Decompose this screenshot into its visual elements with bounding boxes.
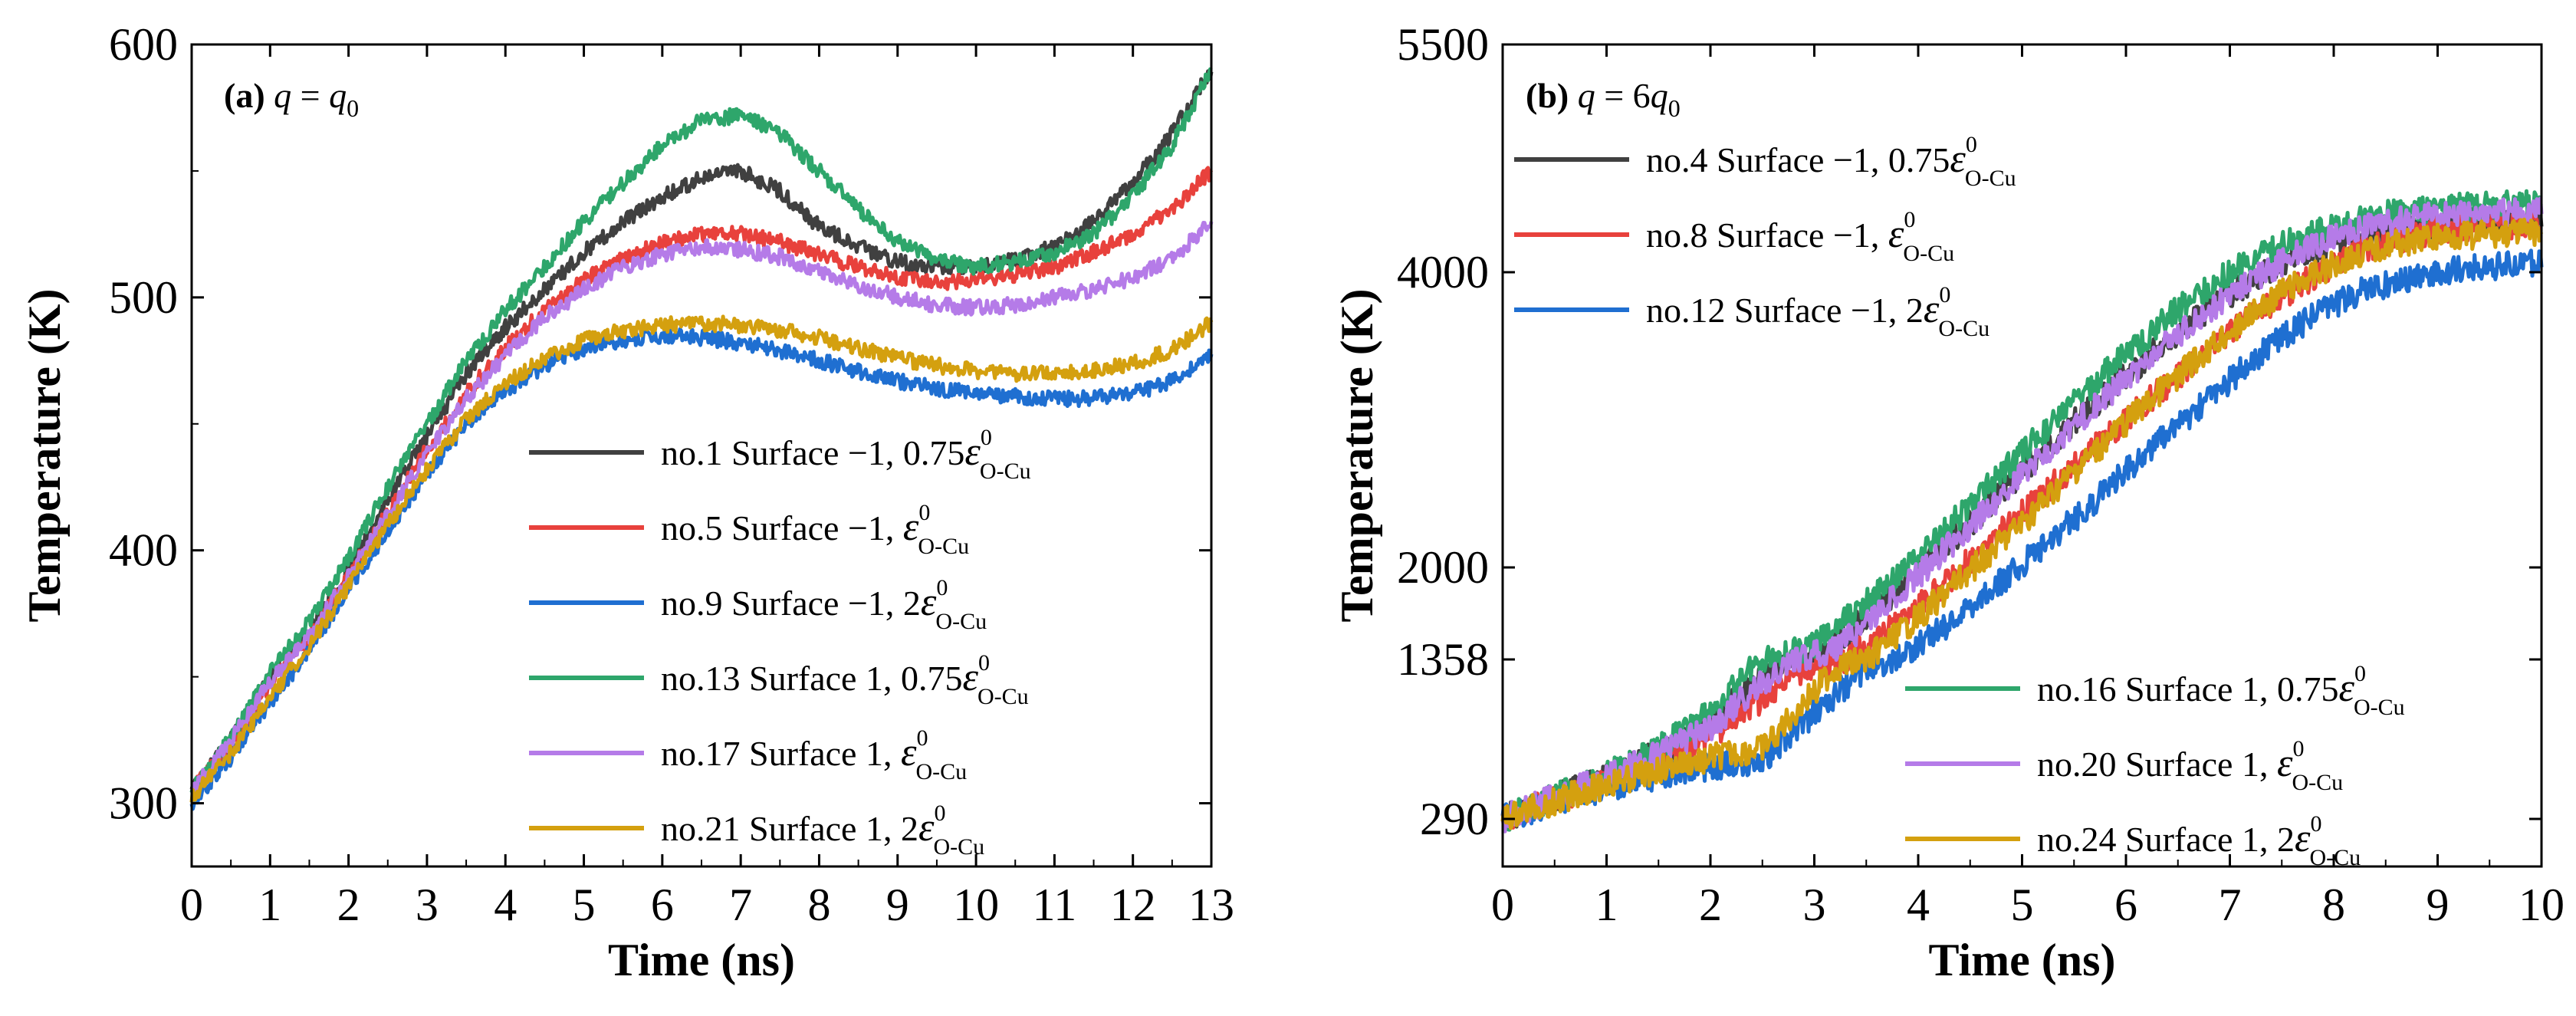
legend-label: no.24 Surface 1, 2ε0 O-Cu	[2037, 811, 2361, 870]
series-line-no1	[189, 69, 1214, 790]
x-tick-label: 0	[1491, 880, 1514, 930]
legend-item-no12: no.12 Surface −1, 2ε0 O-Cu	[1514, 282, 1990, 341]
x-axis-label: Time (ns)	[1929, 935, 2116, 985]
legend-label: no.20 Surface 1, ε0 O-Cu	[2037, 736, 2343, 795]
x-tick-label: 8	[807, 880, 830, 930]
legend-item-no8: no.8 Surface −1, ε0 O-Cu	[1514, 207, 1954, 266]
chart-panel-b: 0 1 2 3 4 5 6 7 8 9 10 290 1358 2000 4000 5500 Time (ns)…	[1332, 19, 2564, 985]
y-tick-label: 290	[1420, 794, 1489, 844]
series-line-no24	[1500, 217, 2544, 830]
y-tick-label: 600	[109, 19, 178, 70]
legend-item-no16: no.16 Surface 1, 0.75ε0 O-Cu	[1905, 661, 2405, 720]
legend-label: no.8 Surface −1, ε0 O-Cu	[1646, 207, 1954, 266]
legend-label: no.12 Surface −1, 2ε0 O-Cu	[1646, 282, 1990, 341]
y-tick-label: 500	[109, 272, 178, 323]
legend-item-no13: no.13 Surface 1, 0.75ε0 O-Cu	[529, 650, 1029, 709]
series-line-no20	[1500, 196, 2544, 834]
x-tick-label: 2	[1699, 880, 1722, 930]
x-tick-label: 3	[416, 880, 439, 930]
x-tick-label: 4	[494, 880, 517, 930]
x-tick-label: 11	[1032, 880, 1076, 930]
x-tick-label: 3	[1803, 880, 1826, 930]
x-tick-label: 8	[2322, 880, 2345, 930]
y-tick-label: 2000	[1397, 542, 1489, 593]
y-axis-label: Temperature (K)	[1332, 289, 1382, 623]
series-line-no17	[189, 221, 1214, 795]
legend-item-no21: no.21 Surface 1, 2ε0 O-Cu	[529, 801, 984, 860]
legend-label: no.17 Surface 1, ε0 O-Cu	[661, 725, 967, 784]
x-tick-label: 7	[2219, 880, 2242, 930]
x-tick-label: 6	[2114, 880, 2137, 930]
y-axis-label: Temperature (K)	[19, 289, 70, 623]
series-line-no13	[189, 67, 1213, 797]
y-tick-label: 4000	[1397, 247, 1489, 298]
legend-item-no17: no.17 Surface 1, ε0 O-Cu	[529, 725, 967, 784]
y-tick-label: 400	[109, 525, 178, 576]
y-tick-label: 5500	[1397, 19, 1489, 70]
panel-title: (b) q = 6q0	[1526, 76, 1681, 122]
x-tick-label: 1	[258, 880, 281, 930]
series-line-no21	[189, 314, 1214, 803]
x-tick-label: 2	[337, 880, 360, 930]
x-tick-label: 4	[1907, 880, 1930, 930]
series-line-no12	[1500, 248, 2544, 828]
x-tick-label: 13	[1188, 880, 1234, 930]
legend-label: no.1 Surface −1, 0.75ε0 O-Cu	[661, 425, 1031, 484]
legend-label: no.9 Surface −1, 2ε0 O-Cu	[661, 575, 987, 634]
legend-label: no.16 Surface 1, 0.75ε0 O-Cu	[2037, 661, 2405, 720]
x-tick-label: 9	[2426, 880, 2450, 930]
x-tick-label: 10	[953, 880, 999, 930]
legend-item-no1: no.1 Surface −1, 0.75ε0 O-Cu	[529, 425, 1031, 484]
x-tick-label: 12	[1110, 880, 1156, 930]
legend-item-no24: no.24 Surface 1, 2ε0 O-Cu	[1905, 811, 2361, 870]
x-tick-label: 6	[651, 880, 674, 930]
y-tick-label: 300	[109, 778, 178, 829]
x-tick-label: 7	[729, 880, 752, 930]
x-tick-label: 0	[180, 880, 203, 930]
legend-label: no.4 Surface −1, 0.75ε0 O-Cu	[1646, 132, 2016, 191]
legend-item-no4: no.4 Surface −1, 0.75ε0 O-Cu	[1514, 132, 2016, 191]
legend-label: no.13 Surface 1, 0.75ε0 O-Cu	[661, 650, 1029, 709]
legend-item-no5: no.5 Surface −1, ε0 O-Cu	[529, 500, 969, 559]
x-tick-label: 1	[1595, 880, 1618, 930]
panel-title: (a) q = q0	[224, 76, 359, 122]
x-tick-label: 5	[2011, 880, 2034, 930]
x-tick-label: 5	[573, 880, 596, 930]
legend-item-no9: no.9 Surface −1, 2ε0 O-Cu	[529, 575, 987, 634]
x-tick-label: 9	[886, 880, 909, 930]
legend-label: no.21 Surface 1, 2ε0 O-Cu	[661, 801, 984, 860]
x-tick-label: 10	[2518, 880, 2564, 930]
legend-label: no.5 Surface −1, ε0 O-Cu	[661, 500, 969, 559]
x-axis-label: Time (ns)	[608, 935, 795, 985]
y-tick-label: 1358	[1397, 634, 1489, 685]
legend-item-no20: no.20 Surface 1, ε0 O-Cu	[1905, 736, 2343, 795]
